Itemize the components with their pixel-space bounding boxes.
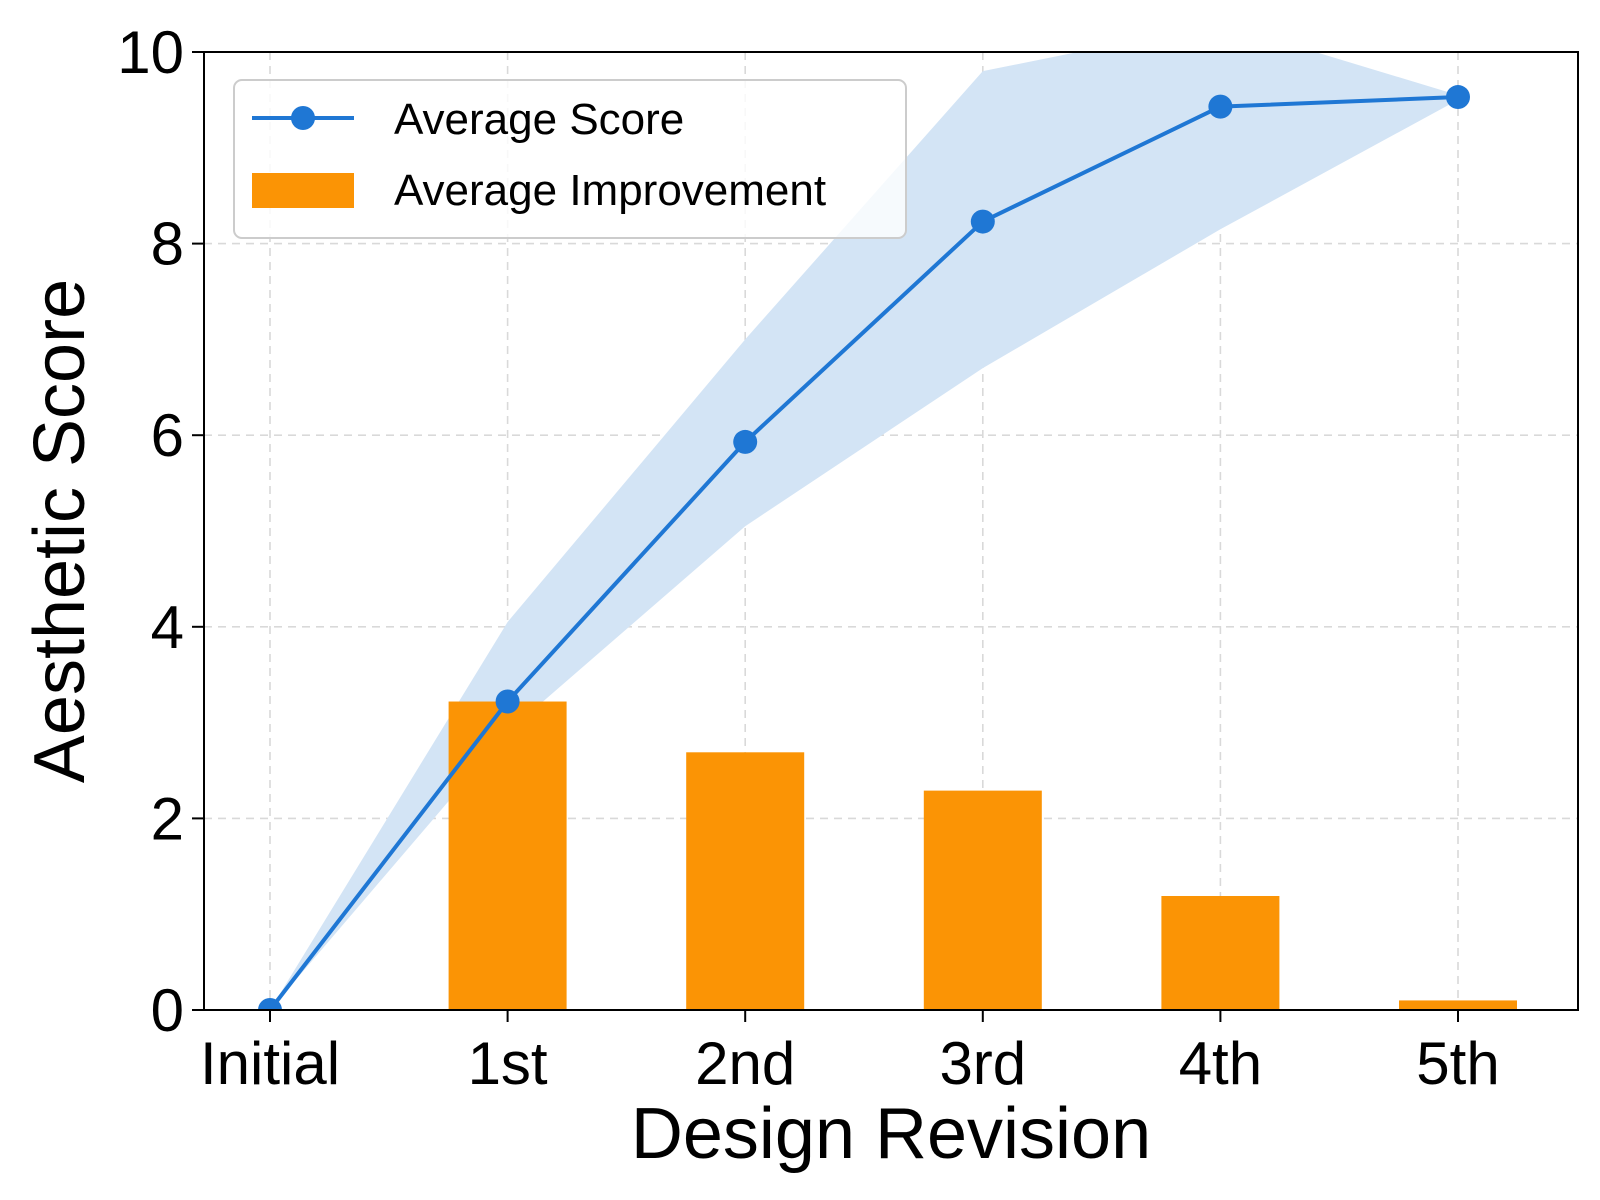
legend-label-average-score: Average Score: [394, 95, 684, 144]
x-tick-label: 2nd: [695, 1030, 795, 1097]
x-tick-label: 3rd: [939, 1030, 1026, 1097]
y-tick-label: 0: [151, 977, 184, 1044]
y-tick-label: 4: [151, 594, 184, 661]
y-tick-label: 2: [151, 785, 184, 852]
score-band: [270, 52, 1458, 1010]
improvement-bar-1st: [448, 701, 567, 1010]
score-band-area: [270, 52, 1458, 1010]
improvement-bar-5th: [1399, 1000, 1517, 1010]
improvement-bar-2nd: [686, 752, 805, 1010]
x-tick-label: 4th: [1179, 1030, 1262, 1097]
score-line: [258, 85, 1470, 1010]
legend-box: [233, 79, 907, 239]
score-point-1st: [495, 689, 520, 714]
y-tick-label: 6: [151, 402, 184, 469]
improvement-bar-3rd: [923, 790, 1042, 1010]
x-tick-label: 5th: [1416, 1030, 1499, 1097]
x-axis-title: Design Revision: [631, 1094, 1151, 1174]
legend-marker-swatch: [291, 106, 315, 130]
score-point-2nd: [733, 429, 758, 454]
plot-frame: [203, 51, 1579, 1011]
improvement-bar-4th: [1161, 895, 1280, 1010]
legend-bar-swatch: [252, 173, 354, 208]
legend: Average Score Average Improvement: [233, 79, 907, 239]
x-tick-label: Initial: [200, 1030, 340, 1097]
axis-ticks: 0 2 4 6 8 10 Initial 1st 2nd 3rd 4th 5th: [117, 19, 1499, 1097]
score-point-5th: [1446, 85, 1470, 110]
score-point-3rd: [970, 209, 995, 234]
y-tick-label: 10: [117, 19, 184, 86]
x-tick-label: 1st: [468, 1030, 548, 1097]
legend-label-average-improvement: Average Improvement: [394, 166, 826, 215]
y-tick-label: 8: [151, 211, 184, 278]
score-point-initial: [258, 998, 282, 1010]
y-axis-title: Aesthetic Score: [20, 279, 100, 783]
score-point-4th: [1208, 94, 1233, 119]
score-line-path: [268, 95, 1459, 1010]
